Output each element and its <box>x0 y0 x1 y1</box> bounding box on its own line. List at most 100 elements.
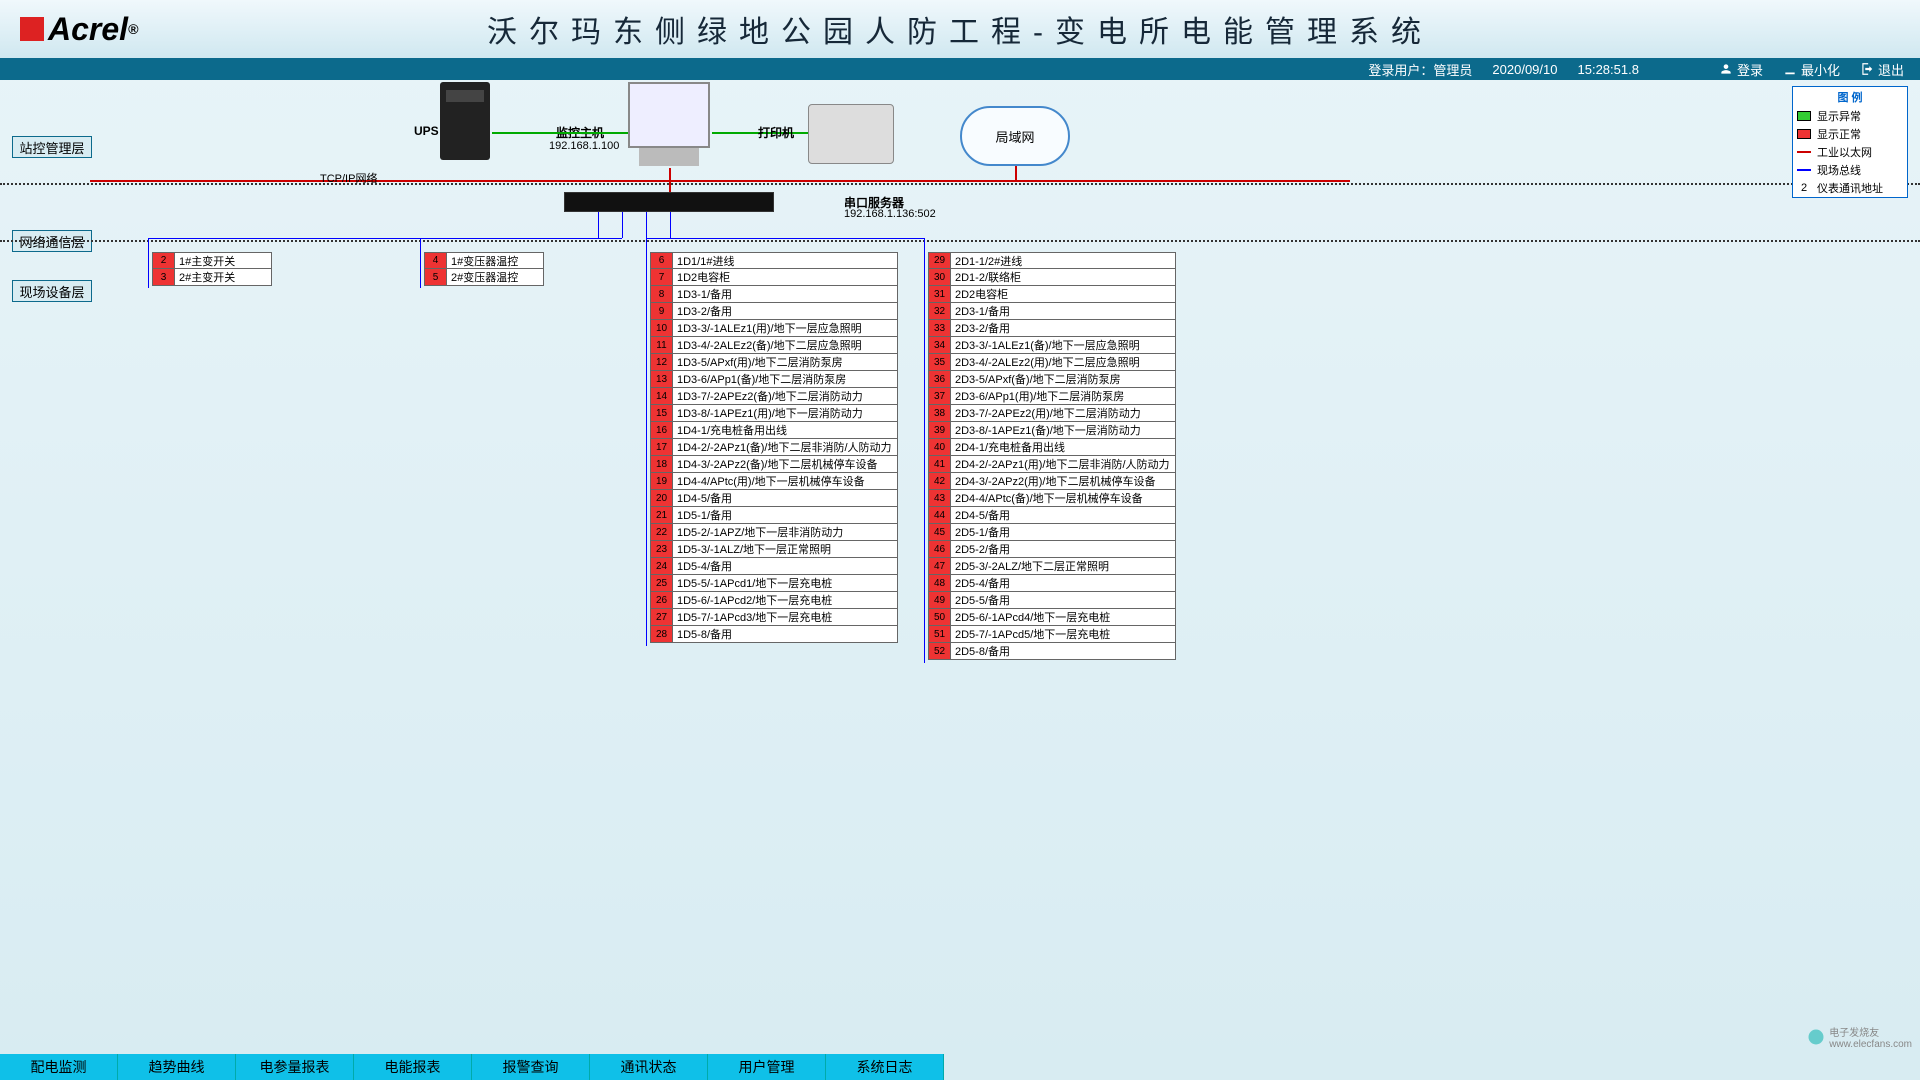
device-row[interactable]: 462D5-2/备用 <box>928 541 1176 558</box>
device-row[interactable]: 91D3-2/备用 <box>650 303 898 320</box>
blue-v3 <box>646 212 647 238</box>
login-button[interactable]: 登录 <box>1719 60 1763 79</box>
device-addr: 38 <box>929 405 951 421</box>
device-row[interactable]: 221D5-2/-1APZ/地下一层非消防动力 <box>650 524 898 541</box>
device-addr: 13 <box>651 371 673 387</box>
device-row[interactable]: 151D3-8/-1APEz1(用)/地下一层消防动力 <box>650 405 898 422</box>
device-row[interactable]: 261D5-6/-1APcd2/地下一层充电桩 <box>650 592 898 609</box>
device-label: 2D3-1/备用 <box>951 303 1014 319</box>
nav-btn-电参量报表[interactable]: 电参量报表 <box>236 1054 354 1080</box>
separator-2 <box>0 240 1920 242</box>
nav-btn-用户管理[interactable]: 用户管理 <box>708 1054 826 1080</box>
exit-button[interactable]: 退出 <box>1860 60 1904 79</box>
device-label: 1D5-1/备用 <box>673 507 736 523</box>
device-row[interactable]: 422D4-3/-2APz2(用)/地下二层机械停车设备 <box>928 473 1176 490</box>
device-row[interactable]: 52#变压器温控 <box>424 269 544 286</box>
legend-row: 2仪表通讯地址 <box>1793 179 1907 197</box>
device-addr: 3 <box>153 269 175 285</box>
device-row[interactable]: 131D3-6/APp1(备)/地下二层消防泵房 <box>650 371 898 388</box>
nav-btn-趋势曲线[interactable]: 趋势曲线 <box>118 1054 236 1080</box>
device-row[interactable]: 322D3-1/备用 <box>928 303 1176 320</box>
device-addr: 5 <box>425 269 447 285</box>
legend-marker <box>1797 111 1811 121</box>
device-addr: 22 <box>651 524 673 540</box>
device-row[interactable]: 372D3-6/APp1(用)/地下二层消防泵房 <box>928 388 1176 405</box>
device-row[interactable]: 181D4-3/-2APz2(备)/地下二层机械停车设备 <box>650 456 898 473</box>
exit-icon <box>1860 62 1874 76</box>
device-row[interactable]: 171D4-2/-2APz1(备)/地下二层非消防/人防动力 <box>650 439 898 456</box>
device-row[interactable]: 382D3-7/-2APEz2(用)/地下二层消防动力 <box>928 405 1176 422</box>
device-label: 2D5-2/备用 <box>951 541 1014 557</box>
device-row[interactable]: 251D5-5/-1APcd1/地下一层充电桩 <box>650 575 898 592</box>
device-row[interactable]: 432D4-4/APtc(备)/地下一层机械停车设备 <box>928 490 1176 507</box>
device-label: 1D5-4/备用 <box>673 558 736 574</box>
device-row[interactable]: 21#主变开关 <box>152 252 272 269</box>
device-row[interactable]: 522D5-8/备用 <box>928 643 1176 660</box>
device-label: 1D5-7/-1APcd3/地下一层充电桩 <box>673 609 836 625</box>
device-row[interactable]: 61D1/1#进线 <box>650 252 898 269</box>
blue-drop-g4 <box>924 238 925 663</box>
device-row[interactable]: 81D3-1/备用 <box>650 286 898 303</box>
device-row[interactable]: 312D2电容柜 <box>928 286 1176 303</box>
nav-btn-报警查询[interactable]: 报警查询 <box>472 1054 590 1080</box>
device-row[interactable]: 271D5-7/-1APcd3/地下一层充电桩 <box>650 609 898 626</box>
device-row[interactable]: 482D5-4/备用 <box>928 575 1176 592</box>
device-row[interactable]: 302D1-2/联络柜 <box>928 269 1176 286</box>
device-row[interactable]: 492D5-5/备用 <box>928 592 1176 609</box>
device-row[interactable]: 362D3-5/APxf(备)/地下二层消防泵房 <box>928 371 1176 388</box>
nav-btn-电能报表[interactable]: 电能报表 <box>354 1054 472 1080</box>
device-row[interactable]: 392D3-8/-1APEz1(备)/地下一层消防动力 <box>928 422 1176 439</box>
device-row[interactable]: 281D5-8/备用 <box>650 626 898 643</box>
device-row[interactable]: 241D5-4/备用 <box>650 558 898 575</box>
device-row[interactable]: 211D5-1/备用 <box>650 507 898 524</box>
red-bus <box>90 180 1350 182</box>
device-label: 2D2电容柜 <box>951 286 1012 302</box>
device-row[interactable]: 412D4-2/-2APz1(用)/地下二层非消防/人防动力 <box>928 456 1176 473</box>
device-row[interactable]: 111D3-4/-2ALEz2(备)/地下二层应急照明 <box>650 337 898 354</box>
nav-btn-配电监测[interactable]: 配电监测 <box>0 1054 118 1080</box>
device-row[interactable]: 342D3-3/-1ALEz1(备)/地下一层应急照明 <box>928 337 1176 354</box>
separator-1 <box>0 183 1920 185</box>
device-addr: 29 <box>929 253 951 268</box>
legend-label: 工业以太网 <box>1817 144 1872 160</box>
device-row[interactable]: 201D4-5/备用 <box>650 490 898 507</box>
equipment-serial <box>564 192 774 212</box>
minimize-button[interactable]: 最小化 <box>1783 60 1840 79</box>
device-addr: 40 <box>929 439 951 455</box>
device-row[interactable]: 352D3-4/-2ALEz2(用)/地下二层应急照明 <box>928 354 1176 371</box>
status-time: 15:28:51.8 <box>1578 62 1639 77</box>
device-addr: 9 <box>651 303 673 319</box>
device-label: 1D3-5/APxf(用)/地下二层消防泵房 <box>673 354 847 370</box>
device-row[interactable]: 191D4-4/APtc(用)/地下一层机械停车设备 <box>650 473 898 490</box>
blue-v4 <box>670 212 671 238</box>
nav-btn-系统日志[interactable]: 系统日志 <box>826 1054 944 1080</box>
device-row[interactable]: 402D4-1/充电桩备用出线 <box>928 439 1176 456</box>
device-row[interactable]: 332D3-2/备用 <box>928 320 1176 337</box>
status-date: 2020/09/10 <box>1492 62 1557 77</box>
device-label: 2D5-6/-1APcd4/地下一层充电桩 <box>951 609 1114 625</box>
device-row[interactable]: 101D3-3/-1ALEz1(用)/地下一层应急照明 <box>650 320 898 337</box>
device-row[interactable]: 512D5-7/-1APcd5/地下一层充电桩 <box>928 626 1176 643</box>
device-addr: 10 <box>651 320 673 336</box>
device-addr: 41 <box>929 456 951 472</box>
device-addr: 31 <box>929 286 951 302</box>
device-row[interactable]: 472D5-3/-2ALZ/地下二层正常照明 <box>928 558 1176 575</box>
device-row[interactable]: 231D5-3/-1ALZ/地下一层正常照明 <box>650 541 898 558</box>
device-row[interactable]: 502D5-6/-1APcd4/地下一层充电桩 <box>928 609 1176 626</box>
device-addr: 52 <box>929 643 951 659</box>
serial-ip: 192.168.1.136:502 <box>844 208 936 220</box>
device-group-g4: 292D1-1/2#进线302D1-2/联络柜312D2电容柜322D3-1/备… <box>928 252 1176 660</box>
device-addr: 12 <box>651 354 673 370</box>
device-row[interactable]: 452D5-1/备用 <box>928 524 1176 541</box>
device-addr: 23 <box>651 541 673 557</box>
device-row[interactable]: 141D3-7/-2APEz2(备)/地下二层消防动力 <box>650 388 898 405</box>
device-row[interactable]: 71D2电容柜 <box>650 269 898 286</box>
device-row[interactable]: 32#主变开关 <box>152 269 272 286</box>
nav-btn-通讯状态[interactable]: 通讯状态 <box>590 1054 708 1080</box>
device-row[interactable]: 442D4-5/备用 <box>928 507 1176 524</box>
device-row[interactable]: 41#变压器温控 <box>424 252 544 269</box>
device-row[interactable]: 292D1-1/2#进线 <box>928 252 1176 269</box>
device-row[interactable]: 121D3-5/APxf(用)/地下二层消防泵房 <box>650 354 898 371</box>
device-row[interactable]: 161D4-1/充电桩备用出线 <box>650 422 898 439</box>
equipment-printer <box>808 104 894 164</box>
